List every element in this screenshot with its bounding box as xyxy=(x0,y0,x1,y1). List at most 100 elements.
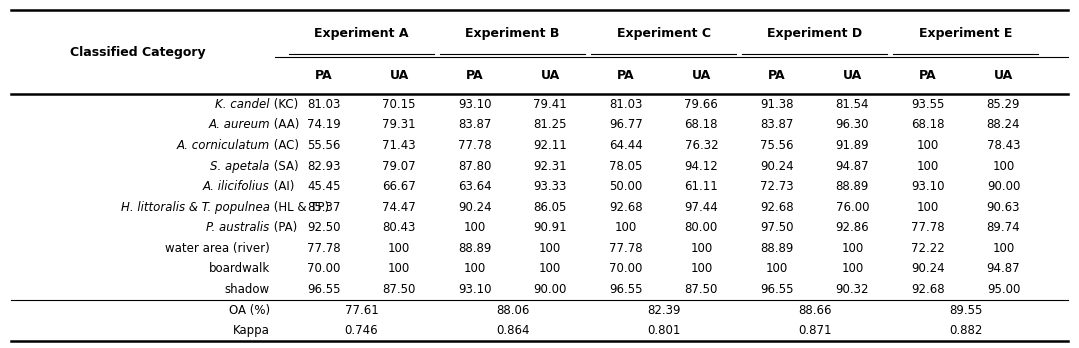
Text: 100: 100 xyxy=(917,201,939,214)
Text: 93.10: 93.10 xyxy=(457,283,492,296)
Text: 96.55: 96.55 xyxy=(306,283,341,296)
Text: P. australis: P. australis xyxy=(206,221,270,234)
Text: boardwalk: boardwalk xyxy=(208,262,270,276)
Text: 66.67: 66.67 xyxy=(382,180,416,193)
Text: 78.43: 78.43 xyxy=(986,139,1021,152)
Text: 80.00: 80.00 xyxy=(685,221,718,234)
Text: Kappa: Kappa xyxy=(233,324,270,337)
Text: 88.89: 88.89 xyxy=(836,180,869,193)
Text: 45.45: 45.45 xyxy=(306,180,341,193)
Text: 100: 100 xyxy=(993,242,1014,255)
Text: 92.11: 92.11 xyxy=(533,139,568,152)
Text: 100: 100 xyxy=(917,139,939,152)
Text: 93.10: 93.10 xyxy=(911,180,945,193)
Text: 77.78: 77.78 xyxy=(609,242,643,255)
Text: 87.50: 87.50 xyxy=(685,283,718,296)
Text: 91.89: 91.89 xyxy=(835,139,870,152)
Text: 70.00: 70.00 xyxy=(308,262,340,276)
Text: 71.43: 71.43 xyxy=(382,139,416,152)
Text: 100: 100 xyxy=(540,242,561,255)
Text: 77.78: 77.78 xyxy=(457,139,492,152)
Text: 77.61: 77.61 xyxy=(344,304,379,317)
Text: 88.24: 88.24 xyxy=(986,118,1021,131)
Text: UA: UA xyxy=(843,69,862,82)
Text: PA: PA xyxy=(466,69,483,82)
Text: (AC): (AC) xyxy=(270,139,299,152)
Text: 100: 100 xyxy=(993,159,1014,173)
Text: 92.68: 92.68 xyxy=(911,283,945,296)
Text: 87.80: 87.80 xyxy=(459,159,491,173)
Text: 72.22: 72.22 xyxy=(911,242,945,255)
Text: 74.19: 74.19 xyxy=(306,118,341,131)
Text: K. candel: K. candel xyxy=(215,98,270,111)
Text: 100: 100 xyxy=(464,221,486,234)
Text: 79.66: 79.66 xyxy=(684,98,719,111)
Text: 70.00: 70.00 xyxy=(610,262,642,276)
Text: 90.24: 90.24 xyxy=(760,159,794,173)
Text: 94.87: 94.87 xyxy=(986,262,1021,276)
Text: PA: PA xyxy=(919,69,937,82)
Text: 90.24: 90.24 xyxy=(457,201,492,214)
Text: 88.89: 88.89 xyxy=(459,242,491,255)
Text: PA: PA xyxy=(768,69,786,82)
Text: S. apetala: S. apetala xyxy=(210,159,270,173)
Text: 0.871: 0.871 xyxy=(797,324,832,337)
Text: 70.15: 70.15 xyxy=(382,98,416,111)
Text: 68.18: 68.18 xyxy=(684,118,719,131)
Text: 100: 100 xyxy=(388,262,410,276)
Text: 100: 100 xyxy=(388,242,410,255)
Text: 96.77: 96.77 xyxy=(609,118,643,131)
Text: Experiment A: Experiment A xyxy=(314,27,409,40)
Text: 90.00: 90.00 xyxy=(987,180,1020,193)
Text: 85.29: 85.29 xyxy=(986,98,1021,111)
Text: 88.06: 88.06 xyxy=(496,304,529,317)
Text: 96.55: 96.55 xyxy=(609,283,643,296)
Text: (AA): (AA) xyxy=(270,118,299,131)
Text: 50.00: 50.00 xyxy=(610,180,642,193)
Text: 81.54: 81.54 xyxy=(835,98,870,111)
Text: 0.801: 0.801 xyxy=(647,324,680,337)
Text: A. ilicifolius: A. ilicifolius xyxy=(203,180,270,193)
Text: UA: UA xyxy=(541,69,560,82)
Text: 92.31: 92.31 xyxy=(533,159,568,173)
Text: 61.11: 61.11 xyxy=(684,180,719,193)
Text: PA: PA xyxy=(617,69,634,82)
Text: (AI): (AI) xyxy=(270,180,295,193)
Text: 55.56: 55.56 xyxy=(308,139,340,152)
Text: 100: 100 xyxy=(464,262,486,276)
Text: 88.66: 88.66 xyxy=(797,304,832,317)
Text: UA: UA xyxy=(390,69,409,82)
Text: 75.56: 75.56 xyxy=(760,139,794,152)
Text: 100: 100 xyxy=(917,159,939,173)
Text: 100: 100 xyxy=(842,242,863,255)
Text: 90.00: 90.00 xyxy=(534,283,566,296)
Text: 82.39: 82.39 xyxy=(646,304,681,317)
Text: (HL & TP): (HL & TP) xyxy=(270,201,329,214)
Text: A. corniculatum: A. corniculatum xyxy=(177,139,270,152)
Text: 64.44: 64.44 xyxy=(609,139,643,152)
Text: 94.87: 94.87 xyxy=(835,159,870,173)
Text: 81.03: 81.03 xyxy=(308,98,340,111)
Text: 81.25: 81.25 xyxy=(533,118,568,131)
Text: 92.68: 92.68 xyxy=(760,201,794,214)
Text: 94.12: 94.12 xyxy=(684,159,719,173)
Text: shadow: shadow xyxy=(224,283,270,296)
Text: 97.44: 97.44 xyxy=(684,201,719,214)
Text: UA: UA xyxy=(994,69,1013,82)
Text: 96.30: 96.30 xyxy=(835,118,870,131)
Text: 87.50: 87.50 xyxy=(383,283,415,296)
Text: A. aureum: A. aureum xyxy=(208,118,270,131)
Text: 90.24: 90.24 xyxy=(911,262,945,276)
Text: UA: UA xyxy=(692,69,711,82)
Text: 79.07: 79.07 xyxy=(382,159,416,173)
Text: 100: 100 xyxy=(842,262,863,276)
Text: 95.00: 95.00 xyxy=(987,283,1020,296)
Text: water area (river): water area (river) xyxy=(165,242,270,255)
Text: 91.38: 91.38 xyxy=(760,98,794,111)
Text: 82.93: 82.93 xyxy=(306,159,341,173)
Text: 90.91: 90.91 xyxy=(533,221,568,234)
Text: 79.31: 79.31 xyxy=(382,118,416,131)
Text: 85.37: 85.37 xyxy=(308,201,340,214)
Text: Classified Category: Classified Category xyxy=(70,46,205,59)
Text: 93.33: 93.33 xyxy=(534,180,566,193)
